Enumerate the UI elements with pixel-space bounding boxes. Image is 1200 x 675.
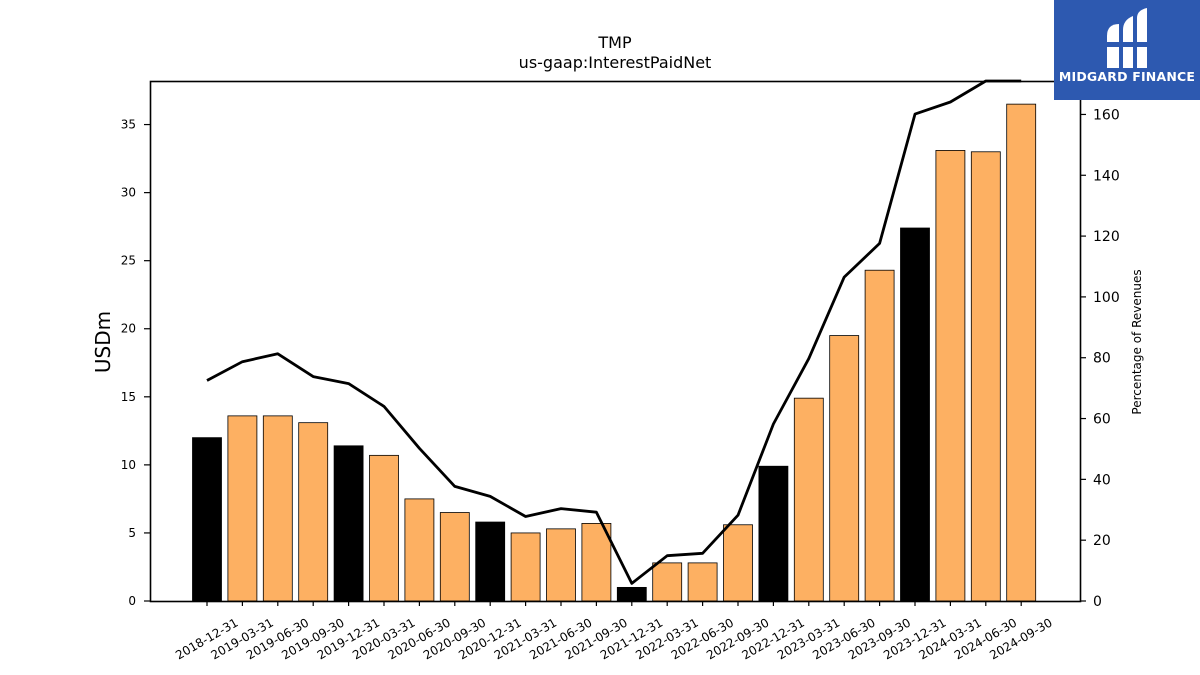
right-axis: 0 20 40 60 80 100 120 140 160 <box>1080 107 1120 610</box>
bar-2024-06-30 <box>970 151 1001 602</box>
bar-2019-03-31 <box>227 415 258 602</box>
y2-tick-label: 100 <box>1093 290 1120 306</box>
left-axis: 0 5 10 15 20 25 30 35 <box>121 118 150 608</box>
bar-2024-09-30 <box>1006 103 1037 602</box>
y-tick-label: 35 <box>121 118 136 132</box>
bar-2021-06-30 <box>546 528 576 602</box>
bar-2022-03-31 <box>652 562 683 602</box>
bar-2022-06-30 <box>687 562 718 602</box>
bar-2019-12-31 <box>333 445 364 602</box>
y-tick-label: 5 <box>128 526 136 540</box>
bar-2019-06-30 <box>262 415 293 602</box>
bar-2020-03-31 <box>369 454 399 602</box>
bar-2023-09-30 <box>864 269 895 602</box>
bar-2024-03-31 <box>935 150 966 602</box>
y-tick-label: 15 <box>121 390 136 404</box>
y2-tick-label: 40 <box>1093 472 1111 488</box>
bar-2020-09-30 <box>439 512 470 602</box>
y-tick-label: 10 <box>121 458 136 472</box>
bar-2020-06-30 <box>404 498 435 602</box>
bar-2018-12-31 <box>192 437 222 602</box>
bar-2022-09-30 <box>723 524 753 602</box>
plot-frame <box>149 80 1082 603</box>
logo-mark-icon <box>1105 8 1149 68</box>
bar-2023-12-31 <box>900 227 930 602</box>
bar-2022-12-31 <box>758 465 789 602</box>
y2-tick-label: 80 <box>1093 351 1111 367</box>
logo-text: MIDGARD FINANCE <box>1058 69 1196 84</box>
ratio-line <box>206 79 1022 585</box>
bar-2023-06-30 <box>829 335 860 602</box>
bar-2023-03-31 <box>793 397 824 602</box>
bars-group <box>192 103 1037 602</box>
y2-tick-label: 120 <box>1093 229 1120 245</box>
x-axis: 2018-12-312019-03-312019-06-302019-09-30… <box>173 601 1055 662</box>
y2-tick-label: 20 <box>1093 533 1111 549</box>
y-tick-label: 0 <box>128 594 136 608</box>
y2-tick-label: 160 <box>1093 107 1120 123</box>
bar-2021-12-31 <box>616 586 647 602</box>
y-axis-label: USDm <box>91 311 115 373</box>
y2-tick-label: 140 <box>1093 168 1120 184</box>
y2-tick-label: 60 <box>1093 412 1111 428</box>
bar-2019-09-30 <box>298 422 329 602</box>
y-tick-label: 25 <box>121 254 136 268</box>
y2-axis-label: Percentage of Revenues <box>1130 269 1144 414</box>
chart-subtitle: us-gaap:InterestPaidNet <box>519 53 712 72</box>
y-tick-label: 20 <box>121 322 136 336</box>
bar-2021-03-31 <box>510 532 541 602</box>
bar-2021-09-30 <box>581 523 612 602</box>
bar-2020-12-31 <box>475 521 506 602</box>
chart-title: TMP <box>597 33 632 52</box>
y2-tick-label: 0 <box>1093 594 1102 610</box>
y-tick-label: 30 <box>121 186 136 200</box>
brand-logo: MIDGARD FINANCE <box>1054 0 1200 100</box>
